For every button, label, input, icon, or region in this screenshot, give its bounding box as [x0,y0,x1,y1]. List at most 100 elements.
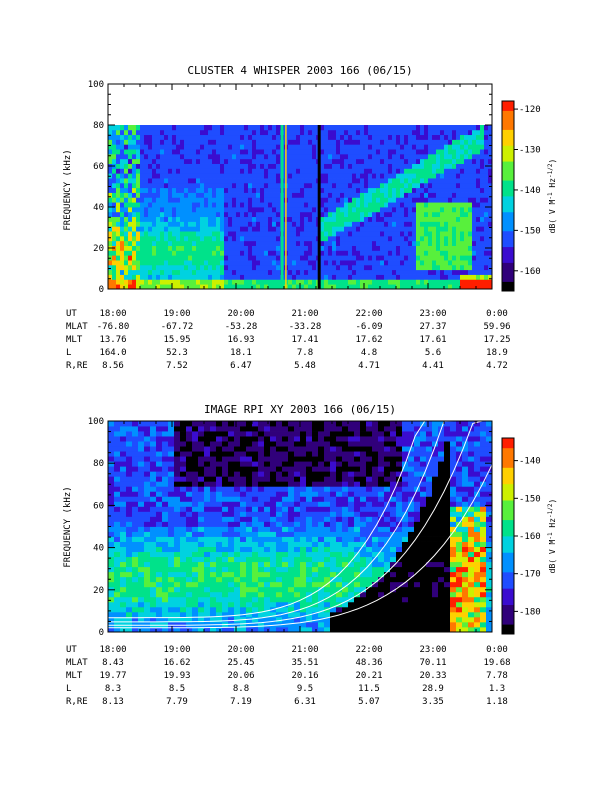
spectrogram-cell [308,279,313,285]
spectrogram-cell [120,596,127,603]
spectrogram-cell [448,178,453,184]
spectrogram-cell [120,626,127,633]
spectrogram-cell [126,611,133,618]
spectrogram-cell [436,158,441,164]
spectrogram-cell [476,211,481,218]
spectrogram-cell [360,216,365,222]
spectrogram-cell [282,526,289,532]
spectrogram-cell [332,144,337,150]
spectrogram-cell [392,235,397,242]
spectrogram-cell [456,245,461,251]
spectrogram-cell [144,616,151,623]
spectrogram-cell [168,556,175,563]
spectrogram-cell [198,436,205,442]
spectrogram-cell [464,211,469,218]
spectrogram-cell [164,187,169,193]
spectrogram-cell [320,207,325,213]
spectrogram-cell [420,153,425,160]
spectrogram-cell [174,426,181,432]
spectrogram-cell [132,526,139,532]
spectrogram-cell [240,178,245,184]
spectrogram-cell [136,192,141,198]
spectrogram-cell [276,501,283,507]
spectrogram-cell [240,466,247,472]
spectrogram-cell [112,158,117,164]
spectrogram-cell [484,178,489,184]
spectrogram-cell [192,221,197,227]
spectrogram-cell [456,274,461,280]
spectrogram-cell [112,168,117,174]
spectrogram-cell [222,511,229,517]
spectrogram-cell [372,153,377,160]
spectrogram-cell [452,284,457,290]
spectrogram-cell [148,129,153,136]
spectrogram-cell [138,431,145,437]
spectrogram-cell [288,591,295,598]
spectrogram-cell [324,168,329,174]
spectrogram-cell [114,551,121,558]
spectrogram-cell [184,226,189,232]
spectrogram-cell [318,491,325,497]
spectrogram-cell [356,211,361,218]
spectrogram-cell [276,231,281,237]
spectrogram-cell [168,566,175,573]
spectrogram-cell [252,456,259,462]
spectrogram-cell [306,426,313,432]
spectrogram-cell [222,576,229,583]
spectrogram-cell [320,134,325,140]
spectrogram-cell [276,601,283,608]
spectrogram-cell [144,561,151,568]
spectrogram-cell [288,144,293,150]
spectrogram-cell [144,486,151,492]
spectrogram-cell [138,596,145,603]
spectrogram-cell [344,149,349,155]
spectrogram-cell [180,516,187,522]
spectrogram-cell [332,235,337,242]
spectrogram-cell [240,476,247,482]
spectrogram-cell [364,264,369,271]
spectrogram-cell [468,153,473,160]
spectrogram-cell [240,264,245,271]
spectrogram-cell [162,506,169,512]
spectrogram-cell [264,153,269,160]
spectrogram-cell [318,596,325,603]
spectrogram-cell [244,250,249,256]
spectrogram-cell [132,153,137,160]
spectrogram-cell [356,139,361,145]
spectrogram-cell [384,245,389,251]
spectrogram-cell [156,269,161,275]
spectrogram-cell [192,144,197,150]
spectrogram-cell [196,269,201,275]
ephemeris-row-label: L [66,348,71,358]
spectrogram-cell [268,221,273,227]
spectrogram-cell [136,129,141,136]
spectrogram-cell [480,153,485,160]
spectrogram-cell [162,526,169,532]
spectrogram-cell [308,187,313,193]
spectrogram-cell [198,606,205,613]
spectrogram-cell [144,139,149,145]
spectrogram-cell [258,521,265,527]
spectrogram-cell [420,255,425,261]
spectrogram-cell [484,207,489,213]
spectrogram-cell [140,269,145,275]
spectrogram-cell [420,235,425,242]
spectrogram-cell [270,596,277,603]
spectrogram-cell [306,506,313,512]
spectrogram-cell [268,231,273,237]
spectrogram-cell [212,284,217,290]
spectrogram-cell [128,125,133,131]
spectrogram-cell [240,197,245,203]
spectrogram-cell [432,139,437,145]
spectrogram-cell [392,134,397,140]
spectrogram-cell [136,264,141,271]
spectrogram-cell [352,231,357,237]
spectrogram-cell [318,521,325,527]
spectrogram-cell [136,269,141,275]
spectrogram-cell [196,255,201,261]
spectrogram-cell [120,431,127,437]
spectrogram-cell [400,269,405,275]
spectrogram-cell [172,240,177,246]
spectrogram-cell [440,255,445,261]
spectrogram-cell [216,163,221,169]
